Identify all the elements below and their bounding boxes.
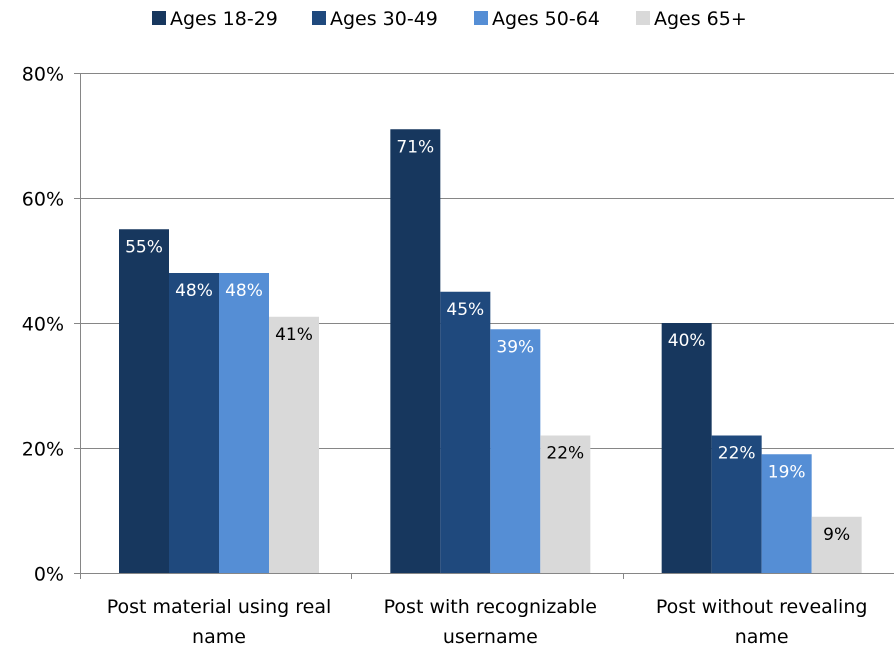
legend: Ages 18-29 Ages 30-49 Ages 50-64 Ages 65+: [152, 8, 747, 30]
bar-ages-30-49-cat-2: [440, 291, 491, 573]
legend-swatch-ages-30-49: [312, 11, 326, 25]
data-label-ages-30-49-cat-1: 48%: [175, 281, 213, 301]
legend-label-ages-65: Ages 65+: [654, 8, 747, 30]
category-label-3-line-1: Post without revealing: [656, 596, 868, 618]
bar-ages-65-cat-1: [269, 316, 319, 573]
bars: 55% 48% 48% 41% 71% 45% 39% 22% 40% 22% 19% 9%: [119, 129, 862, 573]
bar-ages-50-64-cat-3: [761, 454, 812, 573]
data-label-ages-65-cat-1: 41%: [275, 325, 313, 345]
legend-swatch-ages-50-64: [474, 11, 488, 25]
category-label-1-line-2: name: [192, 626, 246, 648]
category-label-2-line-2: username: [443, 626, 538, 648]
legend-label-ages-50-64: Ages 50-64: [492, 8, 600, 30]
category-label-2-line-1: Post with recognizable: [384, 596, 597, 618]
data-label-ages-30-49-cat-2: 45%: [446, 300, 484, 320]
data-label-ages-50-64-cat-1: 48%: [225, 281, 263, 301]
y-tick-label-60: 60%: [22, 189, 64, 211]
y-tick-label-0: 0%: [34, 564, 64, 586]
legend-item-ages-30-49: Ages 30-49: [312, 8, 438, 30]
bar-ages-50-64-cat-1: [219, 273, 269, 573]
bar-ages-18-29-cat-2: [390, 129, 441, 573]
data-label-ages-30-49-cat-3: 22%: [718, 444, 756, 464]
category-label-1-line-1: Post material using real: [107, 596, 332, 618]
bar-ages-18-29-cat-1: [119, 229, 169, 573]
bar-ages-30-49-cat-3: [711, 435, 762, 573]
x-axis-category-labels: Post material using real name Post with re…: [107, 596, 868, 648]
bar-ages-30-49-cat-1: [169, 273, 219, 573]
y-axis-tick-labels: 0% 20% 40% 60% 80%: [22, 64, 80, 586]
legend-item-ages-65: Ages 65+: [636, 8, 747, 30]
y-tick-label-40: 40%: [22, 314, 64, 336]
legend-item-ages-50-64: Ages 50-64: [474, 8, 600, 30]
legend-label-ages-18-29: Ages 18-29: [170, 8, 278, 30]
y-tick-label-20: 20%: [22, 439, 64, 461]
legend-swatch-ages-18-29: [152, 11, 166, 25]
legend-swatch-ages-65: [636, 11, 650, 25]
bar-ages-50-64-cat-2: [490, 329, 541, 573]
data-label-ages-18-29-cat-1: 55%: [125, 237, 163, 257]
data-label-ages-18-29-cat-2: 71%: [396, 137, 434, 157]
x-axis: [80, 73, 894, 579]
data-label-ages-18-29-cat-3: 40%: [668, 331, 706, 351]
legend-item-ages-18-29: Ages 18-29: [152, 8, 278, 30]
bar-ages-18-29-cat-3: [661, 323, 712, 573]
data-label-ages-50-64-cat-2: 39%: [496, 337, 534, 357]
y-tick-label-80: 80%: [22, 64, 64, 86]
data-label-ages-50-64-cat-3: 19%: [768, 462, 806, 482]
bar-ages-65-cat-2: [540, 435, 591, 573]
data-label-ages-65-cat-2: 22%: [546, 444, 584, 464]
legend-label-ages-30-49: Ages 30-49: [330, 8, 438, 30]
bar-ages-65-cat-3: [811, 516, 862, 573]
data-label-ages-65-cat-3: 9%: [823, 525, 850, 545]
category-label-3-line-2: name: [735, 626, 789, 648]
